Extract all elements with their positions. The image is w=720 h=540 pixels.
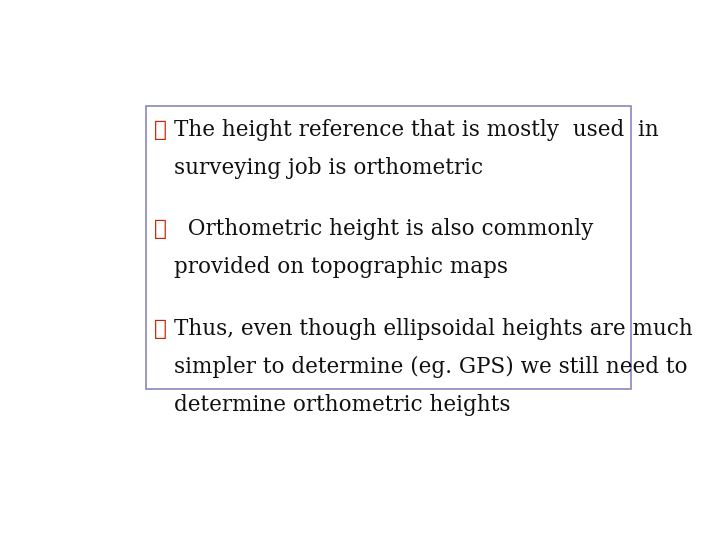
Text: Thus, even though ellipsoidal heights are much: Thus, even though ellipsoidal heights ar… <box>174 318 693 340</box>
Text: surveying job is orthometric: surveying job is orthometric <box>174 157 483 179</box>
Text: ➤: ➤ <box>154 119 167 141</box>
Text: simpler to determine (eg. GPS) we still need to: simpler to determine (eg. GPS) we still … <box>174 356 687 378</box>
Text: ➤: ➤ <box>154 218 167 240</box>
Text: Orthometric height is also commonly: Orthometric height is also commonly <box>174 218 593 240</box>
Text: The height reference that is mostly  used  in: The height reference that is mostly used… <box>174 119 659 141</box>
Text: ➤: ➤ <box>154 318 167 340</box>
FancyBboxPatch shape <box>145 106 631 389</box>
Text: provided on topographic maps: provided on topographic maps <box>174 256 508 279</box>
Text: determine orthometric heights: determine orthometric heights <box>174 394 510 416</box>
